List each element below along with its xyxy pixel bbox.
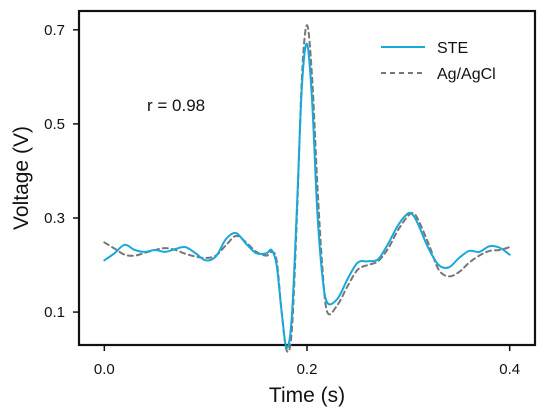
y-tick-label: 0.5 <box>44 116 65 133</box>
legend-label-agagcl: Ag/AgCl <box>437 66 496 83</box>
x-ticks: 0.0 0.2 0.4 <box>94 345 520 378</box>
y-tick-label: 0.3 <box>44 210 65 227</box>
correlation-annotation: r = 0.98 <box>147 96 205 115</box>
x-tick-label: 0.0 <box>94 361 115 378</box>
series-layer <box>103 24 511 353</box>
series-line-ste <box>103 42 511 349</box>
series-line-agagcl <box>103 24 511 353</box>
y-tick-label: 0.1 <box>44 304 65 321</box>
y-axis-title: Voltage (V) <box>10 126 33 230</box>
plot-frame <box>77 9 537 347</box>
x-tick-label: 0.4 <box>499 361 520 378</box>
legend-label-ste: STE <box>437 40 468 57</box>
x-axis-title: Time (s) <box>269 384 345 407</box>
y-ticks: 0.1 0.3 0.5 0.7 <box>44 22 79 321</box>
x-tick-label: 0.2 <box>297 361 318 378</box>
y-tick-label: 0.7 <box>44 22 65 39</box>
legend: STE Ag/AgCl <box>381 40 496 83</box>
